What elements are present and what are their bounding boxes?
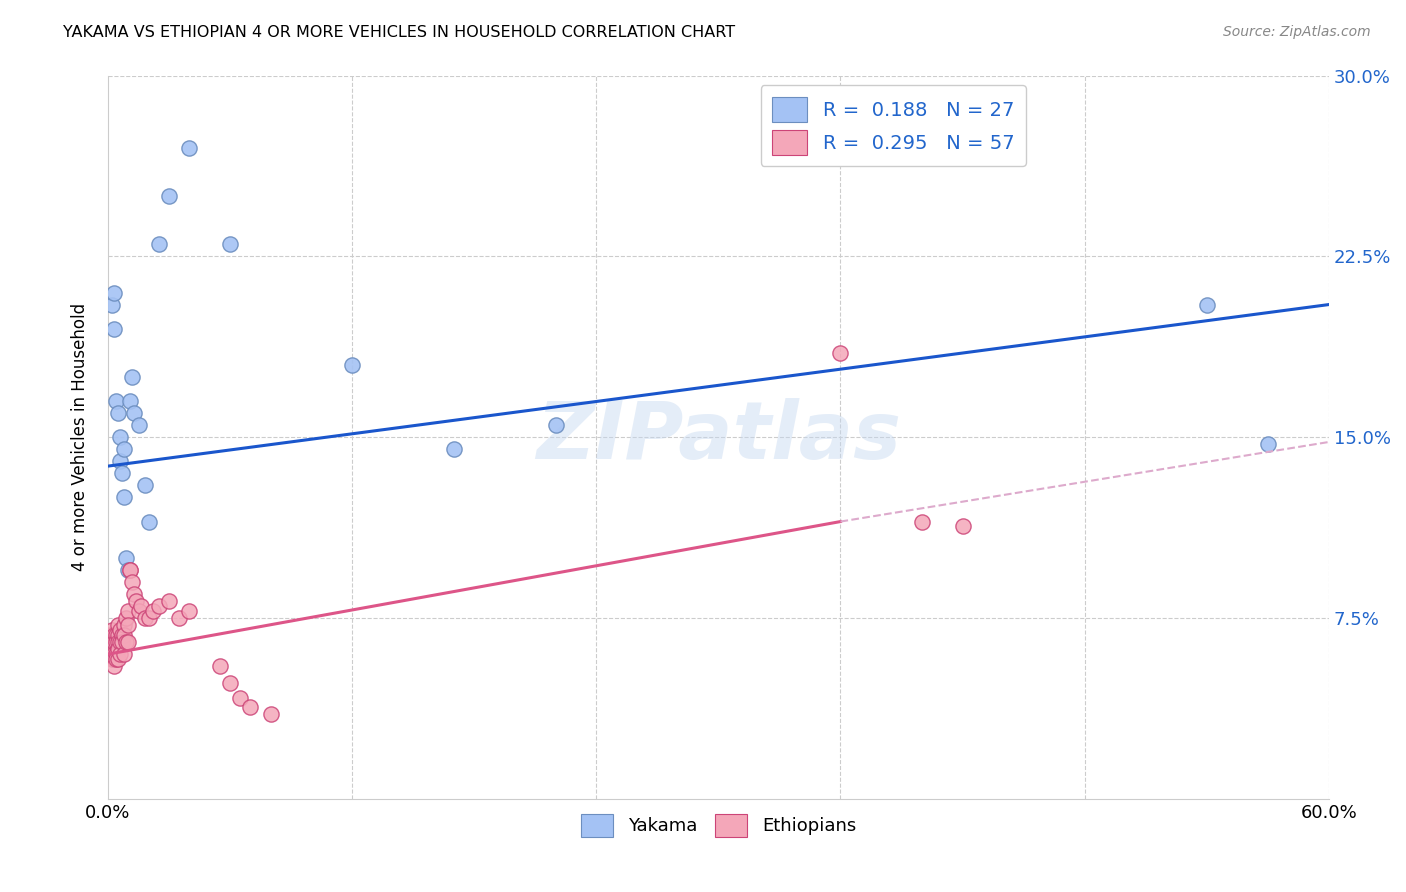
Point	[148, 599, 170, 613]
Point	[219, 237, 242, 252]
Point	[105, 647, 128, 661]
Point	[103, 635, 125, 649]
Point	[117, 618, 139, 632]
Point	[1257, 437, 1279, 451]
Point	[125, 594, 148, 608]
Point	[120, 563, 142, 577]
Point	[103, 659, 125, 673]
Point	[108, 430, 131, 444]
Point	[208, 659, 231, 673]
Point	[101, 623, 124, 637]
Point	[134, 478, 156, 492]
Point	[830, 346, 852, 360]
Point	[107, 635, 129, 649]
Point	[107, 406, 129, 420]
Point	[103, 652, 125, 666]
Point	[120, 394, 142, 409]
Point	[117, 635, 139, 649]
Point	[115, 550, 138, 565]
Point	[128, 418, 150, 433]
Point	[260, 707, 283, 722]
Point	[121, 370, 143, 384]
Point	[129, 599, 152, 613]
Point	[112, 442, 135, 457]
Point	[108, 647, 131, 661]
Point	[179, 141, 201, 155]
Point	[105, 635, 128, 649]
Point	[219, 676, 242, 690]
Point	[340, 358, 363, 372]
Point	[107, 642, 129, 657]
Point	[98, 635, 121, 649]
Point	[117, 604, 139, 618]
Point	[952, 519, 974, 533]
Point	[111, 467, 134, 481]
Point	[142, 604, 165, 618]
Point	[1195, 297, 1218, 311]
Point	[112, 618, 135, 632]
Point	[157, 189, 180, 203]
Point	[101, 635, 124, 649]
Point	[101, 652, 124, 666]
Legend: Yakama, Ethiopians: Yakama, Ethiopians	[574, 806, 863, 844]
Point	[167, 611, 190, 625]
Point	[105, 628, 128, 642]
Point	[112, 628, 135, 642]
Point	[115, 611, 138, 625]
Point	[111, 628, 134, 642]
Text: YAKAMA VS ETHIOPIAN 4 OR MORE VEHICLES IN HOUSEHOLD CORRELATION CHART: YAKAMA VS ETHIOPIAN 4 OR MORE VEHICLES I…	[63, 25, 735, 40]
Point	[98, 642, 121, 657]
Point	[138, 515, 160, 529]
Point	[115, 635, 138, 649]
Point	[239, 700, 262, 714]
Point	[111, 635, 134, 649]
Point	[911, 515, 934, 529]
Point	[124, 587, 146, 601]
Point	[157, 594, 180, 608]
Point	[105, 394, 128, 409]
Point	[138, 611, 160, 625]
Point	[112, 491, 135, 505]
Point	[120, 563, 142, 577]
Point	[117, 563, 139, 577]
Point	[229, 690, 252, 705]
Point	[107, 652, 129, 666]
Y-axis label: 4 or more Vehicles in Household: 4 or more Vehicles in Household	[72, 303, 89, 571]
Point	[101, 297, 124, 311]
Point	[98, 628, 121, 642]
Point	[101, 647, 124, 661]
Point	[112, 647, 135, 661]
Point	[443, 442, 465, 457]
Point	[103, 321, 125, 335]
Point	[107, 618, 129, 632]
Point	[179, 604, 201, 618]
Point	[134, 611, 156, 625]
Point	[124, 406, 146, 420]
Text: ZIPatlas: ZIPatlas	[536, 398, 901, 476]
Point	[107, 628, 129, 642]
Text: Source: ZipAtlas.com: Source: ZipAtlas.com	[1223, 25, 1371, 39]
Point	[148, 237, 170, 252]
Point	[108, 454, 131, 468]
Point	[103, 647, 125, 661]
Point	[108, 635, 131, 649]
Point	[103, 285, 125, 300]
Point	[105, 652, 128, 666]
Point	[128, 604, 150, 618]
Point	[103, 628, 125, 642]
Point	[108, 623, 131, 637]
Point	[101, 642, 124, 657]
Point	[121, 574, 143, 589]
Point	[544, 418, 567, 433]
